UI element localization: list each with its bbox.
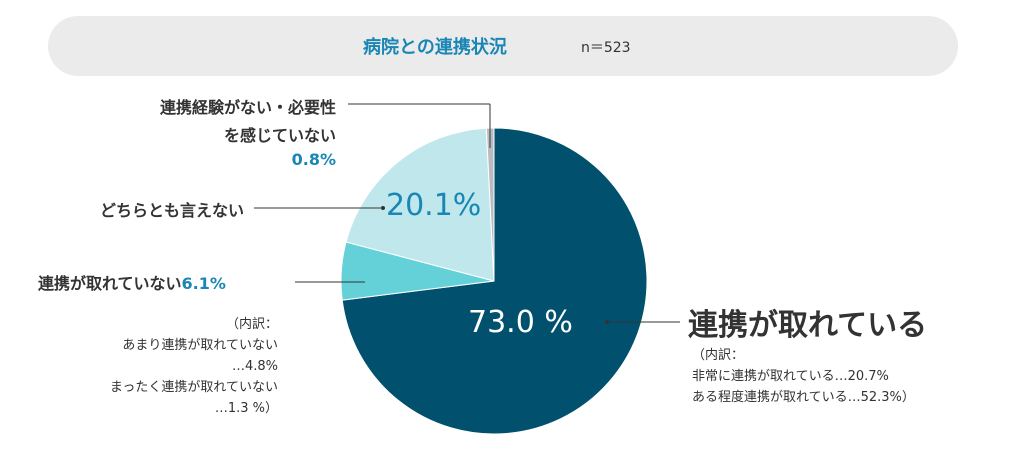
notconn-label-text: 連携が取れていない	[38, 274, 182, 293]
leader-dot-main	[605, 320, 609, 324]
main-label: 連携が取れている	[688, 308, 928, 343]
none-percent: 0.8%	[291, 150, 336, 169]
pie-slice-2	[345, 127, 495, 282]
leader-dot-undecided	[381, 206, 385, 210]
notconn-note: （内訳： あまり連携が取れていない …4.8% まったく連携が取れていない …1…	[110, 314, 278, 419]
notconn-note-line5: …1.3 %）	[214, 401, 278, 416]
notconn-note-line2: あまり連携が取れていない	[122, 338, 278, 353]
none-label-line2: を感じていない	[223, 126, 336, 145]
main-note-line1: （内訳：	[692, 348, 745, 363]
notconn-note-line3: …4.8%	[231, 359, 278, 374]
title-bar	[48, 16, 958, 76]
notconn-note-line4: まったく連携が取れていない	[109, 380, 278, 395]
notconn-label: 連携が取れていない6.1%	[38, 270, 226, 294]
chart-title: 病院との連携状況	[363, 37, 507, 58]
main-note-line3: ある程度連携が取れている…52.3%）	[692, 390, 915, 405]
undecided-label: どちらとも言えない	[99, 201, 244, 220]
none-label-line1: 連携経験がない・必要性	[159, 98, 336, 117]
main-note: （内訳： 非常に連携が取れている…20.7% ある程度連携が取れている…52.3…	[692, 345, 915, 408]
pie-slices	[340, 127, 648, 435]
notconn-percent: 6.1%	[181, 274, 226, 293]
leader-lines	[254, 103, 680, 324]
pie-slice-0	[341, 127, 648, 435]
sample-size: n＝523	[581, 40, 631, 56]
main-note-line2: 非常に連携が取れている…20.7%	[692, 369, 889, 384]
notconn-note-line1: （内訳：	[225, 317, 278, 332]
undecided-slice-percent: 20.1%	[386, 188, 482, 223]
main-slice-percent: 73.0 %	[468, 305, 573, 340]
